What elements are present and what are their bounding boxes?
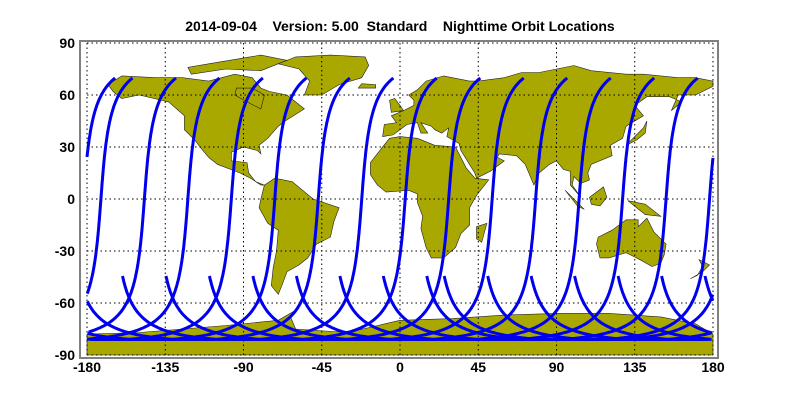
orbit-track-14 [425, 157, 715, 341]
orbit-track-13 [381, 76, 699, 341]
land-new-guinea [627, 200, 662, 217]
orbit-track-4 [89, 76, 308, 341]
orbit-track-11 [294, 76, 612, 341]
orbit-track-5 [87, 76, 351, 341]
land-north-america [107, 73, 305, 186]
x-tick-label: 180 [701, 359, 725, 375]
x-tick-label: 90 [549, 359, 565, 375]
land-africa [370, 136, 490, 259]
land-greenland [277, 54, 370, 96]
orbit-tracks-layer [85, 76, 715, 341]
y-tick-label: 0 [67, 191, 75, 207]
orbit-track-8 [164, 76, 482, 341]
x-tick-label: 45 [470, 359, 486, 375]
orbit-track-12 [338, 76, 656, 341]
x-tick-label: -45 [312, 359, 332, 375]
chart-title: 2014-09-04 Version: 5.00 Standard Nightt… [185, 18, 615, 34]
orbit-track-14 [85, 76, 117, 158]
orbit-track-1 [88, 76, 177, 334]
orbit-track-0 [85, 76, 134, 295]
orbit-track-2 [86, 76, 221, 341]
land-japan [625, 120, 648, 146]
x-tick-label: -135 [151, 359, 179, 375]
land-australia [596, 217, 667, 267]
x-tick-label: -180 [73, 359, 101, 375]
x-tick-label: 135 [623, 359, 647, 375]
land-madagascar [476, 222, 488, 243]
land-uk [389, 98, 405, 113]
plot-frame [79, 40, 719, 359]
orbit-track-5 [660, 275, 712, 335]
y-tick-label: 90 [59, 35, 75, 51]
land-iceland [357, 83, 376, 89]
y-tick-label: 30 [59, 139, 75, 155]
orbit-track-10 [251, 76, 569, 341]
y-tick-label: -60 [55, 295, 75, 311]
orbit-track-4 [616, 275, 711, 341]
land-sumatra-borneo [564, 190, 585, 210]
orbit-track-9 [208, 76, 525, 341]
orbit-track-7 [121, 76, 438, 341]
y-tick-label: 60 [59, 87, 75, 103]
y-tick-label: -90 [55, 347, 75, 363]
x-tick-label: -90 [233, 359, 253, 375]
orbit-track-6 [703, 275, 715, 302]
x-tick-label: 0 [396, 359, 404, 375]
axis-ticks: -180 -135 -90 -45 0 45 90 135 180 90 60 30 0 -30 -60 -9… [55, 35, 725, 375]
orbit-track-3 [91, 76, 264, 341]
y-tick-label: -30 [55, 243, 75, 259]
land-borneo [589, 186, 608, 207]
land-arctic-islands [187, 54, 289, 75]
